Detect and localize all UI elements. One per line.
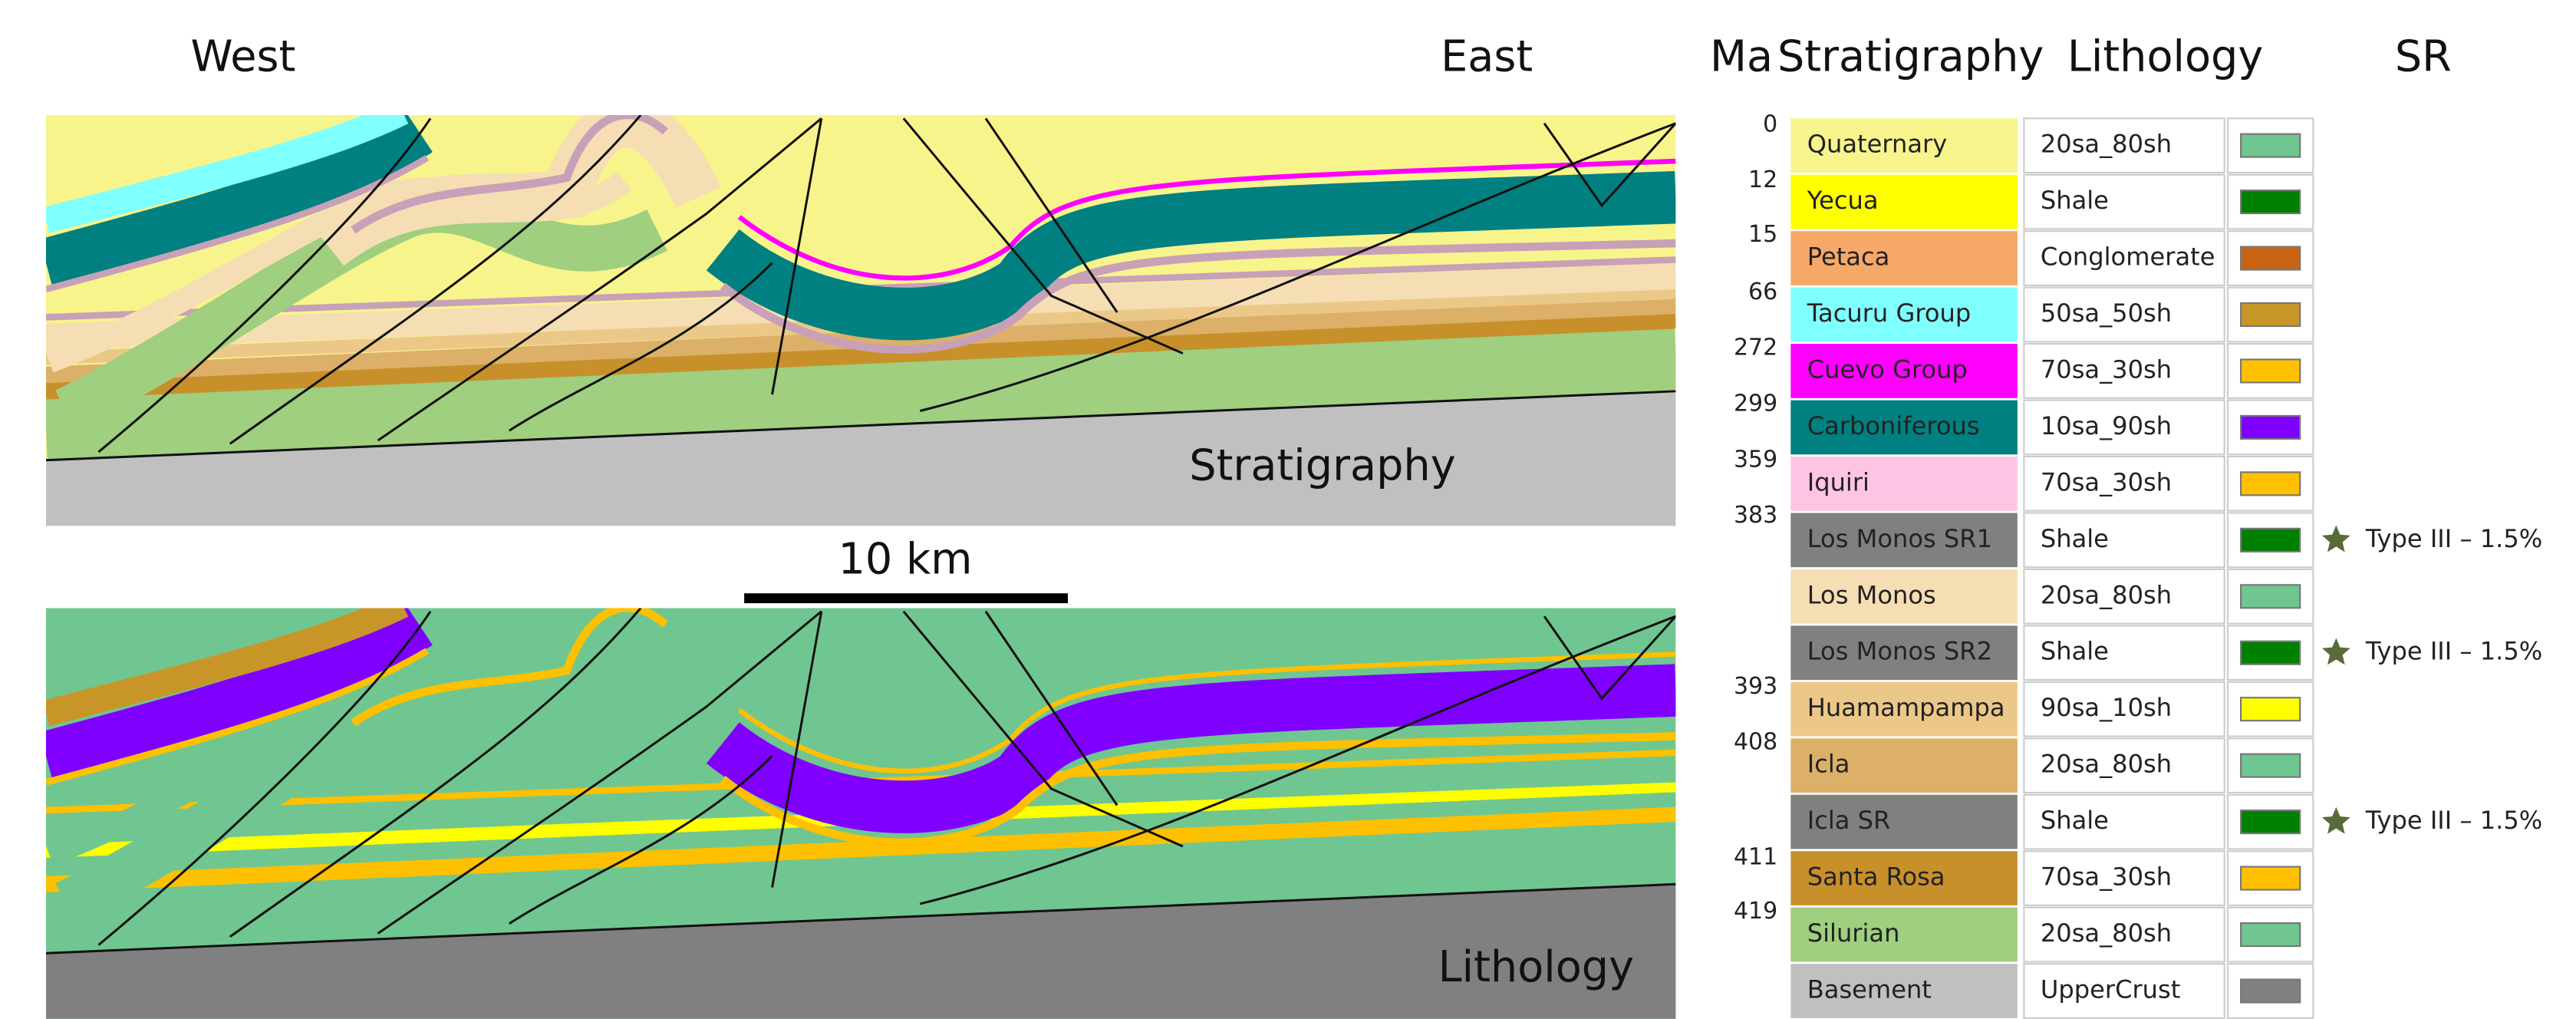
sr-header: SR	[2395, 31, 2452, 81]
lithology-swatch	[2241, 923, 2300, 946]
lithology-name: Shale	[2041, 637, 2109, 666]
lithology-swatch	[2241, 529, 2300, 552]
lithology-name: 20sa_80sh	[2041, 918, 2172, 948]
lithology-swatch	[2241, 247, 2300, 270]
stratigraphy-name: Cuevo Group	[1807, 355, 1968, 384]
age-label: 272	[1734, 335, 1777, 361]
stratigraphy-name: Santa Rosa	[1807, 862, 1945, 892]
ma-header: Ma	[1710, 31, 1773, 81]
stratigraphy-name: Huamampampa	[1807, 693, 2005, 722]
stratigraphy-name: Yecua	[1807, 186, 1879, 215]
east-label: East	[1441, 31, 1533, 81]
lithology-name: 70sa_30sh	[2041, 862, 2172, 892]
sr-label: Type III – 1.5%	[2365, 637, 2542, 666]
age-label: 408	[1734, 729, 1777, 756]
stratigraphy-name: Quaternary	[1807, 130, 1948, 159]
stratigraphy-name: Los Monos	[1807, 580, 1936, 609]
lithology-name: 10sa_90sh	[2041, 411, 2172, 440]
panel-label: Lithology	[1438, 942, 1634, 992]
lithology-name: 90sa_10sh	[2041, 693, 2172, 722]
stratigraphy-name: Tacuru Group	[1807, 298, 1972, 328]
lithology-swatch	[2241, 697, 2300, 721]
age-label: 411	[1734, 844, 1777, 871]
stratigraphy-name: Los Monos SR2	[1807, 637, 1992, 666]
lithology-name: 20sa_80sh	[2041, 580, 2172, 609]
lithology-name: Shale	[2041, 186, 2109, 215]
lithology-header: Lithology	[2067, 31, 2263, 81]
stratigraphy-name: Petaca	[1807, 242, 1890, 272]
lithology-swatch	[2241, 867, 2300, 890]
page: West East Ma Stratigraphy Lithology SR S…	[0, 0, 2576, 1019]
age-label: 419	[1734, 898, 1777, 925]
panel-label: Stratigraphy	[1189, 441, 1455, 491]
stratigraphy-header: Stratigraphy	[1777, 31, 2044, 81]
age-label: 383	[1734, 502, 1777, 529]
stratigraphy-name: Iquiri	[1807, 467, 1869, 496]
lithology-name: 70sa_30sh	[2041, 467, 2172, 496]
lithology-name: 70sa_30sh	[2041, 355, 2172, 384]
lithology-swatch	[2241, 472, 2300, 495]
age-label: 299	[1734, 390, 1777, 417]
stratigraphy-name: Basement	[1807, 974, 1932, 1004]
stratigraphy-name: Icla SR	[1807, 806, 1891, 835]
west-label: West	[191, 31, 296, 81]
age-label: 15	[1748, 221, 1777, 248]
age-label: 66	[1748, 279, 1777, 305]
sr-star	[2322, 807, 2350, 834]
stratigraphy-name: Carboniferous	[1807, 411, 1980, 440]
lithology-swatch	[2241, 979, 2300, 1002]
lithology-swatch	[2241, 754, 2300, 777]
lithology-name: Shale	[2041, 806, 2109, 835]
lithology-name: Shale	[2041, 524, 2109, 553]
legend-table: Quaternary 20sa_80sh Yecua Shale Petaca Congl…	[1734, 110, 2542, 1017]
stratigraphy-name: Icla	[1807, 750, 1850, 779]
lithology-name: 20sa_80sh	[2041, 130, 2172, 159]
lithology-swatch	[2241, 190, 2300, 213]
lithology-swatch	[2241, 303, 2300, 326]
lithology-swatch	[2241, 810, 2300, 833]
age-label: 0	[1763, 110, 1777, 137]
lithology-swatch	[2241, 416, 2300, 439]
lithology-section	[46, 605, 1675, 1019]
lithology-swatch	[2241, 359, 2300, 382]
lithology-name: 20sa_80sh	[2041, 750, 2172, 779]
stratigraphy-name: Los Monos SR1	[1807, 524, 1992, 553]
sr-star	[2322, 638, 2350, 664]
lithology-name: 50sa_50sh	[2041, 298, 2172, 328]
sr-star	[2322, 526, 2350, 552]
stratigraphy-name: Silurian	[1807, 918, 1900, 948]
figure: West East Ma Stratigraphy Lithology SR S…	[0, 0, 2576, 1019]
lithology-swatch	[2241, 585, 2300, 608]
sr-label: Type III – 1.5%	[2365, 806, 2542, 835]
lithology-swatch	[2241, 134, 2300, 157]
age-label: 393	[1734, 673, 1777, 700]
age-label: 12	[1748, 167, 1777, 193]
scale-label: 10 km	[838, 535, 973, 585]
lithology-swatch	[2241, 641, 2300, 664]
age-label: 359	[1734, 446, 1777, 473]
lithology-name: UpperCrust	[2041, 974, 2181, 1004]
sr-label: Type III – 1.5%	[2365, 524, 2542, 553]
lithology-name: Conglomerate	[2041, 242, 2215, 272]
